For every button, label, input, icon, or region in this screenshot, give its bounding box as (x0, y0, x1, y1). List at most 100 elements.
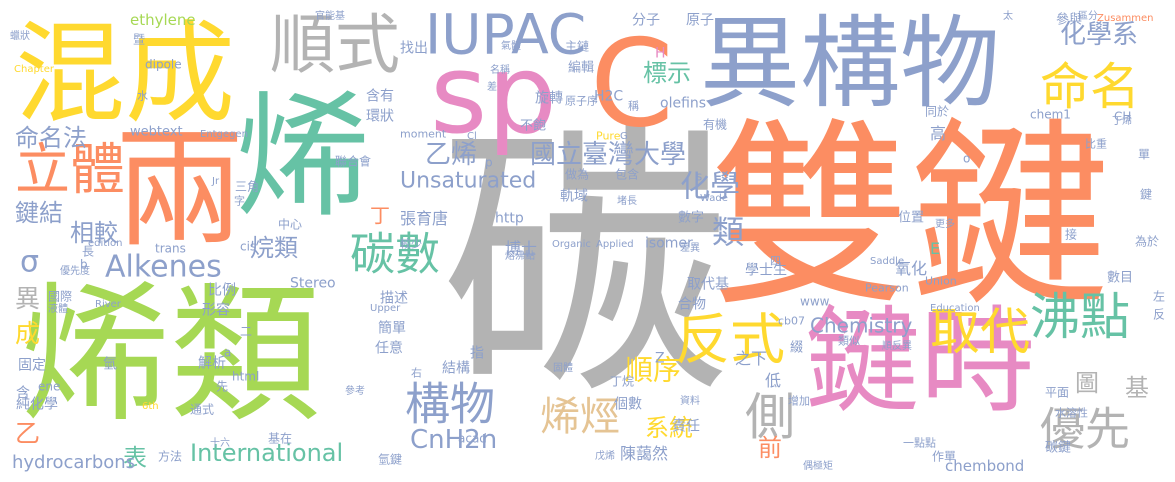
word-178: 堵長 (617, 194, 637, 207)
word-174: 通式 (190, 403, 214, 417)
word-31: 烷類 (250, 234, 298, 262)
word-37: 系統 (645, 414, 693, 442)
word-92: Jr (211, 176, 220, 187)
word-49: olefins (660, 95, 706, 111)
word-159: 鍵 (1140, 187, 1152, 202)
word-23: 國立臺灣大學 (530, 140, 686, 170)
word-106: 旋轉 (535, 90, 563, 106)
word-90: 6th (142, 401, 159, 412)
word-6: sp (430, 30, 557, 158)
word-24: 化學系 (1060, 20, 1138, 50)
word-72: acad (458, 432, 487, 446)
word-94: G (620, 131, 628, 142)
word-150: 作單 (932, 450, 956, 464)
word-167: 固體 (553, 362, 573, 374)
word-8: 鍵時 (805, 295, 1035, 429)
word-157: 接 (1065, 227, 1077, 242)
word-79: Union (925, 275, 957, 288)
word-123: 優先度 (60, 264, 90, 277)
word-134: 結構 (442, 360, 470, 376)
word-61: H2C (594, 88, 623, 104)
word-80: Education (930, 303, 980, 314)
word-156: 更多 (935, 217, 955, 230)
word-11: IUPAC (425, 2, 586, 66)
word-114: 聯合會 (335, 154, 371, 169)
word-130: 取代基 (687, 275, 729, 292)
word-136: 解析 (198, 355, 226, 371)
word-116: 包含 (615, 167, 639, 182)
word-44: 異 (15, 284, 40, 313)
word-75: chem1 (1030, 108, 1071, 122)
word-96: b (80, 258, 88, 272)
word-56: 氧化 (895, 259, 927, 278)
word-160: 參與 (1056, 12, 1082, 27)
word-117: 軌域 (560, 188, 588, 204)
word-27: Chemistry (810, 314, 912, 338)
word-127: 描述 (380, 290, 408, 306)
word-22: Alkenes (105, 249, 222, 284)
word-43: σ (20, 244, 39, 279)
word-155: 為於 (1135, 234, 1159, 249)
word-102: 官能基 (315, 9, 345, 22)
word-54: 博士 (505, 239, 537, 258)
word-190: 二 (240, 325, 252, 339)
word-172: 戊烯 (595, 449, 615, 462)
word-87: Chapter (14, 64, 55, 75)
word-5: 異構物 (700, 5, 1000, 122)
word-109: 環狀 (366, 108, 394, 124)
word-4: 兩 (115, 113, 245, 265)
word-39: 圖 (1075, 369, 1099, 397)
word-163: 丁烯 (1112, 114, 1132, 127)
word-78: Pearson (865, 282, 909, 295)
word-32: 乙烯 (425, 140, 477, 170)
word-119: 位置 (898, 210, 924, 225)
word-133: 低 (765, 371, 781, 390)
word-50: chembond (945, 457, 1024, 475)
word-46: 乙 (15, 419, 40, 448)
word-10: 順式 (270, 8, 400, 83)
word-161: 區分 (1078, 10, 1098, 22)
word-138: 氫 (103, 356, 117, 372)
word-17: 側 (745, 388, 795, 446)
word-137: 固定 (18, 357, 46, 373)
word-152: 水溶性 (1055, 406, 1088, 420)
word-86: Zusammen (1097, 13, 1154, 24)
word-81: Applied (596, 239, 634, 250)
word-166: 液體 (48, 302, 68, 315)
word-191: 暨 (133, 33, 145, 47)
word-113: 高 (930, 124, 946, 143)
word-18: 優先 (1040, 403, 1130, 456)
word-169: 參考 (345, 384, 365, 397)
word-179: 綴 (790, 340, 803, 355)
word-98: s (696, 170, 702, 184)
word-82: Organic (552, 239, 591, 250)
word-188: 差 (487, 80, 497, 93)
word-57: 碳鍵 (1045, 439, 1071, 455)
word-122: 長 (82, 245, 94, 259)
word-41: 前 (758, 434, 782, 462)
word-120: 三角 (235, 180, 259, 194)
word-19: 構物 (405, 378, 495, 431)
word-181: 四 (770, 255, 781, 268)
word-105: 編輯 (568, 59, 594, 75)
word-103: 找出 (400, 40, 428, 56)
word-47: hydrocarbons (12, 452, 135, 473)
word-33: 化學 (680, 169, 740, 204)
word-62: http (495, 210, 524, 226)
word-144: 責任 (672, 418, 700, 434)
word-69: moment (400, 128, 447, 141)
word-154: 數目 (1107, 270, 1133, 285)
word-185: 字 (234, 194, 245, 208)
word-13: 立體 (15, 137, 125, 201)
word-176: 類似 (838, 335, 860, 348)
word-165: 氣體 (501, 39, 521, 52)
word-153: 平面 (1045, 386, 1069, 400)
word-121: 中心 (278, 217, 302, 232)
word-12: 命名 (1040, 58, 1140, 116)
word-118: 數字 (678, 210, 704, 225)
word-45: 成 (15, 319, 40, 348)
word-147: 資料 (680, 394, 700, 407)
word-173: 十六 (210, 436, 230, 449)
word-129: 任意 (375, 339, 403, 356)
